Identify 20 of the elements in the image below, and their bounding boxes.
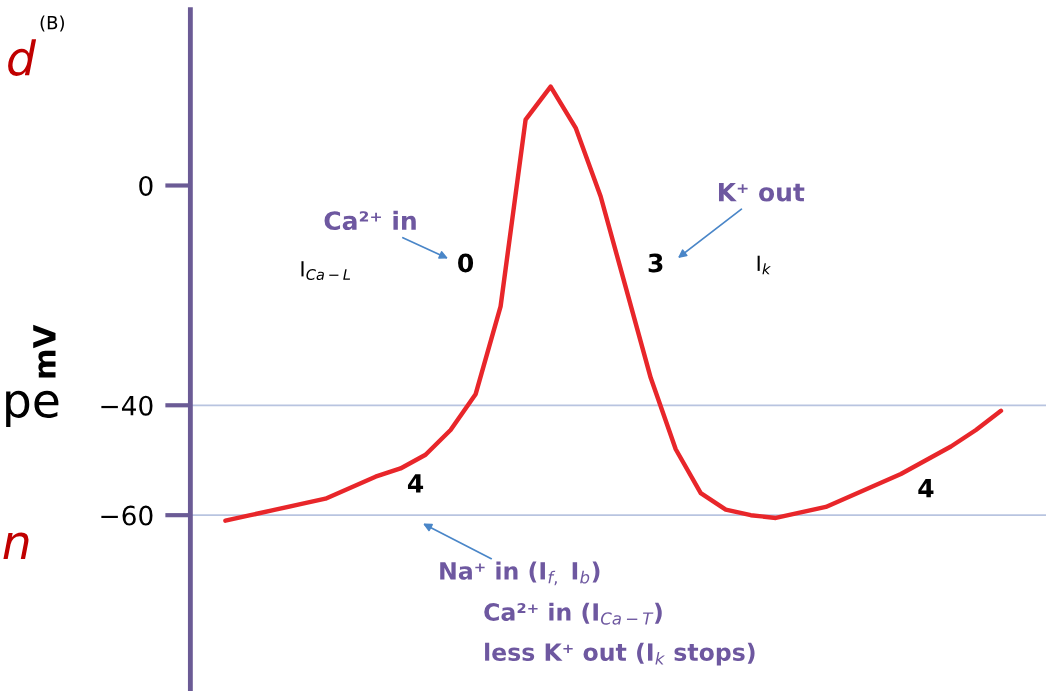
- annotation: Ca²⁺ in (I$_{Ca−T}$): [484, 602, 662, 625]
- text: n: [3, 532, 29, 559]
- y-axis-title: mV: [33, 324, 56, 378]
- annotation: Na⁺ in (I$_{f,}$ I$_{b}$): [440, 561, 600, 586]
- annotation: 3: [648, 253, 663, 273]
- annotation: 0: [458, 253, 474, 273]
- annotation: K⁺ out: [718, 182, 805, 202]
- text: pe: [6, 390, 59, 428]
- y-tick-label: 0: [139, 175, 153, 196]
- y-tick-label: −60: [101, 505, 153, 526]
- text: (B): [40, 15, 64, 32]
- annotation: Ca²⁺ in: [324, 210, 416, 231]
- annotation: less K⁺ out (I$_{k}$ stops): [485, 642, 755, 666]
- annotation: 4: [918, 479, 934, 498]
- annotation: 4: [407, 474, 424, 493]
- text: d: [8, 39, 37, 76]
- annotation: I$_{k}$: [757, 255, 771, 275]
- y-tick-label: −40: [101, 395, 153, 416]
- annotation: I$_{Ca−L}$: [301, 261, 351, 281]
- line-series: [223, 84, 1004, 523]
